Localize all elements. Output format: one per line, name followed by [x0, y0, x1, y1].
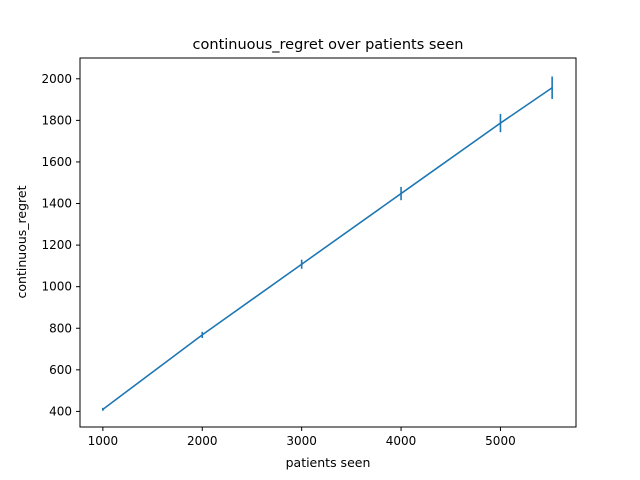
y-tick-label: 1400 [41, 197, 72, 211]
plot-frame [79, 57, 577, 428]
y-axis-ticks: 400 600 800 1000 1200 1400 1600 1800 2000 [41, 72, 80, 418]
data-point [499, 122, 502, 124]
plot-area [79, 57, 577, 428]
x-tick-label: 1000 [88, 434, 119, 448]
x-axis-ticks: 1000 2000 3000 4000 5000 [88, 427, 516, 448]
y-tick-label: 2000 [41, 72, 72, 86]
y-tick-label: 400 [49, 404, 72, 418]
x-tick-label: 4000 [386, 434, 417, 448]
data-point [300, 263, 303, 266]
y-tick-label: 1200 [41, 238, 72, 252]
y-tick-label: 1000 [41, 280, 72, 294]
chart-title: continuous_regret over patients seen [193, 37, 464, 53]
x-axis-label: patients seen [286, 455, 371, 470]
data-point [201, 334, 204, 336]
y-tick-label: 600 [49, 363, 72, 377]
x-tick-label: 2000 [187, 434, 218, 448]
x-tick-label: 3000 [286, 434, 317, 448]
y-tick-label: 1800 [41, 113, 72, 127]
data-point [551, 86, 553, 89]
data-point [400, 192, 402, 195]
y-tick-label: 800 [49, 321, 72, 335]
y-axis-label: continuous_regret [14, 185, 29, 298]
y-tick-label: 1600 [41, 155, 72, 169]
data-point [102, 408, 104, 411]
x-tick-label: 5000 [485, 434, 516, 448]
series-line [102, 87, 553, 410]
